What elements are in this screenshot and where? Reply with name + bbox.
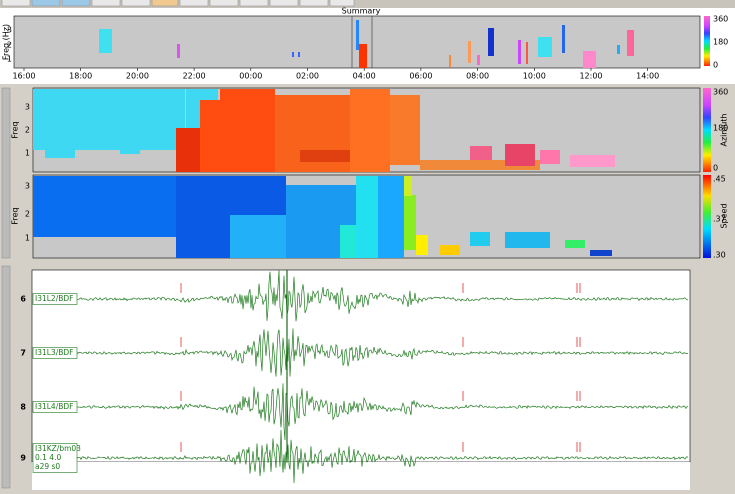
button[interactable] (91, 0, 121, 7)
colorbar-tick-label: 0 (713, 61, 718, 70)
speed-blocks (33, 176, 612, 258)
button[interactable] (269, 0, 299, 7)
y-tick-label: 3 (25, 103, 30, 112)
channel-label-box (32, 347, 78, 359)
scrollbar[interactable] (1, 265, 11, 489)
scrollbar[interactable] (1, 87, 11, 259)
y-tick-label: 3 (25, 182, 30, 191)
y-tick-label: 3 (7, 26, 12, 35)
button[interactable] (209, 0, 239, 7)
channel-label: I31L4/BDF (35, 402, 73, 411)
x-tick-label: 04:00 (353, 72, 376, 81)
colorbar-tick-label: .30 (713, 251, 726, 260)
channel-number: 8 (20, 403, 26, 412)
x-tick-label: 08:00 (466, 72, 489, 81)
colorbar-label: Azimuth (720, 114, 729, 147)
button[interactable] (239, 0, 269, 7)
channel-label: 0.1 4.0 (35, 453, 61, 462)
button[interactable] (31, 0, 61, 7)
channel-number: 6 (20, 295, 26, 304)
x-tick-label: 06:00 (409, 72, 432, 81)
y-tick-label: 2 (25, 210, 30, 219)
toolbar (0, 0, 735, 8)
button[interactable] (329, 0, 355, 7)
channel-label: I31KZ/bm03 (35, 444, 81, 453)
button[interactable] (1, 0, 31, 7)
colorbar-tick-label: 0 (713, 164, 718, 173)
summary-blocks (99, 20, 634, 68)
waveform (33, 270, 689, 322)
x-tick-label: 14:00 (636, 72, 659, 81)
button[interactable] (121, 0, 151, 7)
waveform (34, 383, 689, 441)
channel-number: 9 (20, 454, 26, 463)
colorbar (703, 88, 711, 172)
x-tick-label: 00:00 (239, 72, 262, 81)
y-tick-label: 2 (25, 126, 30, 135)
channel-label-box (32, 401, 78, 413)
waveform (33, 429, 689, 484)
waveform-plot (31, 269, 691, 463)
colorbar-tick-label: .37 (713, 215, 726, 224)
azimuth-blocks (33, 89, 615, 172)
channel-label: I31L2/BDF (35, 294, 73, 303)
y-tick-label: 1 (7, 55, 12, 64)
x-tick-label: 22:00 (183, 72, 206, 81)
channel-label: I31L3/BDF (35, 348, 73, 357)
button[interactable] (299, 0, 329, 7)
colorbar-tick-label: 360 (713, 88, 728, 97)
channel-label-box (32, 443, 78, 473)
button[interactable] (151, 0, 179, 7)
colorbar-label: Speed (720, 203, 729, 228)
colorbar (704, 16, 710, 66)
y-tick-label: 1 (25, 149, 30, 158)
channel-label: a29 s0 (35, 462, 60, 471)
channel-number: 7 (20, 349, 26, 358)
colorbar-tick-label: .45 (713, 175, 726, 184)
y-axis-label: Freq (Hz) (2, 24, 11, 60)
x-tick-label: 18:00 (69, 72, 92, 81)
x-tick-label: 20:00 (126, 72, 149, 81)
button[interactable] (61, 0, 91, 7)
time-axis (32, 462, 690, 490)
summary-title: Summary (342, 7, 381, 16)
x-tick-label: 02:00 (296, 72, 319, 81)
x-tick-label: 16:00 (12, 72, 35, 81)
colorbar-tick-label: 360 (713, 15, 728, 24)
y-tick-label: 2 (7, 41, 12, 50)
channel-label-box (32, 293, 78, 305)
colorbar-tick-label: 180 (713, 124, 728, 133)
colorbar (703, 175, 711, 258)
x-tick-label: 12:00 (579, 72, 602, 81)
y-tick-label: 1 (25, 234, 30, 243)
waveform (33, 328, 689, 377)
x-tick-label: 10:00 (523, 72, 546, 81)
y-axis-label: Freq (11, 121, 20, 138)
colorbar-tick-label: 180 (713, 38, 728, 47)
button[interactable] (179, 0, 209, 7)
y-axis-label: Freq (11, 207, 20, 224)
